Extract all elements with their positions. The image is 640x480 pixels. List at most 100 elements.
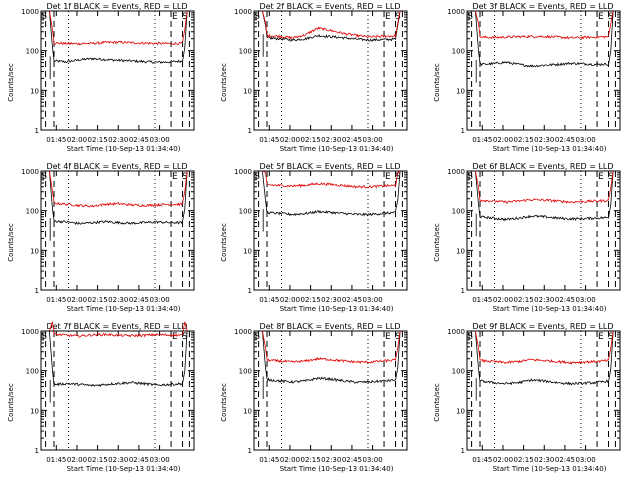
y-tick-label: 1000: [234, 328, 252, 336]
event-marker: S: [41, 12, 47, 22]
x-tick-label: 02:30: [321, 456, 341, 464]
y-tick-label: 1000: [21, 168, 39, 176]
y-tick-label: 1000: [447, 8, 465, 16]
series-line-events: [49, 170, 188, 226]
x-tick-label: 02:00: [493, 296, 513, 304]
series-line-events: [475, 10, 614, 68]
x-tick-label: 01:45: [46, 296, 66, 304]
plot-frame: [40, 10, 195, 131]
series-line-lld: [475, 170, 614, 204]
x-tick-label: 02:00: [493, 136, 513, 144]
y-tick-label: 100: [452, 368, 465, 376]
x-tick-label: 02:45: [129, 136, 149, 144]
y-tick-label: 10: [456, 247, 465, 255]
event-marker: E: [172, 332, 178, 342]
x-tick-label: 02:00: [280, 296, 300, 304]
y-tick-label: 1: [35, 447, 39, 455]
y-tick-label: 10: [30, 87, 39, 95]
y-tick-label: 100: [239, 368, 252, 376]
series-line-lld: [475, 10, 614, 40]
x-tick-label: 02:15: [514, 136, 534, 144]
chart-title: Det 1f BLACK = Events, RED = LLD: [46, 2, 187, 11]
x-tick-label: 03:00: [362, 136, 382, 144]
x-tick-label: 02:15: [301, 456, 321, 464]
y-tick-label: 100: [239, 48, 252, 56]
chart-panel: Det 8f BLACK = Events, RED = LLD 1 10 100 10…: [220, 322, 408, 473]
chart-panel: Det 7f BLACK = Events, RED = LLD 1 10 100 10…: [7, 321, 195, 473]
chart-panel: Det 9f BLACK = Events, RED = LLD 1 10 100 10…: [433, 322, 621, 473]
y-tick-label: 1000: [21, 328, 39, 336]
event-marker: S: [182, 332, 188, 342]
y-tick-label: 100: [26, 48, 39, 56]
x-axis-label: Start Time (10-Sep-13 01:34:40): [493, 145, 607, 153]
y-tick-label: 10: [456, 87, 465, 95]
plot-frame: [40, 170, 195, 291]
y-tick-label: 100: [26, 208, 39, 216]
event-marker: E: [385, 12, 391, 22]
event-marker: E: [598, 172, 604, 182]
series-line-lld: [49, 10, 188, 46]
y-axis-label: Counts/sec: [7, 63, 15, 102]
event-marker: S: [182, 12, 188, 22]
x-tick-label: 02:00: [67, 136, 87, 144]
x-tick-label: 02:30: [321, 136, 341, 144]
x-tick-label: 02:45: [129, 456, 149, 464]
event-marker: S: [467, 12, 473, 22]
x-tick-label: 01:45: [259, 456, 279, 464]
x-tick-label: 02:30: [534, 136, 554, 144]
chart-title: Det 8f BLACK = Events, RED = LLD: [259, 322, 400, 331]
x-tick-label: 02:45: [342, 136, 362, 144]
x-tick-label: 03:00: [575, 136, 595, 144]
y-axis-label: Counts/sec: [7, 383, 15, 422]
plot-frame: [40, 330, 195, 451]
series-line-events: [475, 330, 614, 386]
y-axis-label: Counts/sec: [433, 223, 441, 262]
x-tick-label: 02:45: [342, 456, 362, 464]
series-line-lld: [262, 170, 401, 189]
y-tick-label: 100: [239, 208, 252, 216]
series-line-events: [49, 10, 188, 64]
x-tick-label: 02:30: [108, 456, 128, 464]
event-marker: S: [41, 332, 47, 342]
chart-panel: Det 2f BLACK = Events, RED = LLD 1 10 100 10…: [220, 2, 408, 153]
event-marker: E: [385, 172, 391, 182]
series-line-lld: [475, 330, 614, 365]
y-tick-label: 1000: [447, 328, 465, 336]
plot-frame: [466, 330, 621, 451]
y-axis-label: Counts/sec: [433, 63, 441, 102]
series-line-events: [262, 330, 401, 384]
y-tick-label: 1000: [234, 168, 252, 176]
x-tick-label: 02:15: [88, 136, 108, 144]
series-line-events: [262, 10, 401, 42]
x-tick-label: 03:00: [362, 296, 382, 304]
x-tick-label: 02:45: [555, 136, 575, 144]
x-tick-label: 03:00: [575, 456, 595, 464]
y-tick-label: 10: [456, 407, 465, 415]
event-marker: S: [608, 332, 614, 342]
event-marker: S: [395, 332, 401, 342]
series-line-lld: [49, 170, 188, 208]
series-line-lld: [262, 10, 401, 40]
x-tick-label: 03:00: [149, 136, 169, 144]
x-tick-label: 02:00: [67, 456, 87, 464]
series-line-lld: [49, 321, 188, 338]
x-tick-label: 02:15: [301, 136, 321, 144]
event-marker: S: [395, 12, 401, 22]
x-tick-label: 02:45: [555, 456, 575, 464]
series-line-events: [262, 170, 401, 217]
event-marker: E: [172, 172, 178, 182]
y-tick-label: 10: [243, 87, 252, 95]
y-tick-label: 100: [452, 208, 465, 216]
y-tick-label: 1: [248, 287, 252, 295]
x-tick-label: 02:15: [301, 296, 321, 304]
event-marker: S: [41, 172, 47, 182]
x-tick-label: 02:00: [493, 456, 513, 464]
chart-title: Det 9f BLACK = Events, RED = LLD: [472, 322, 613, 331]
plot-frame: [253, 330, 408, 451]
x-tick-label: 02:00: [67, 296, 87, 304]
x-tick-label: 01:45: [472, 456, 492, 464]
event-marker: S: [467, 172, 473, 182]
y-tick-label: 1: [461, 287, 465, 295]
x-tick-label: 03:00: [362, 456, 382, 464]
y-tick-label: 1: [248, 447, 252, 455]
